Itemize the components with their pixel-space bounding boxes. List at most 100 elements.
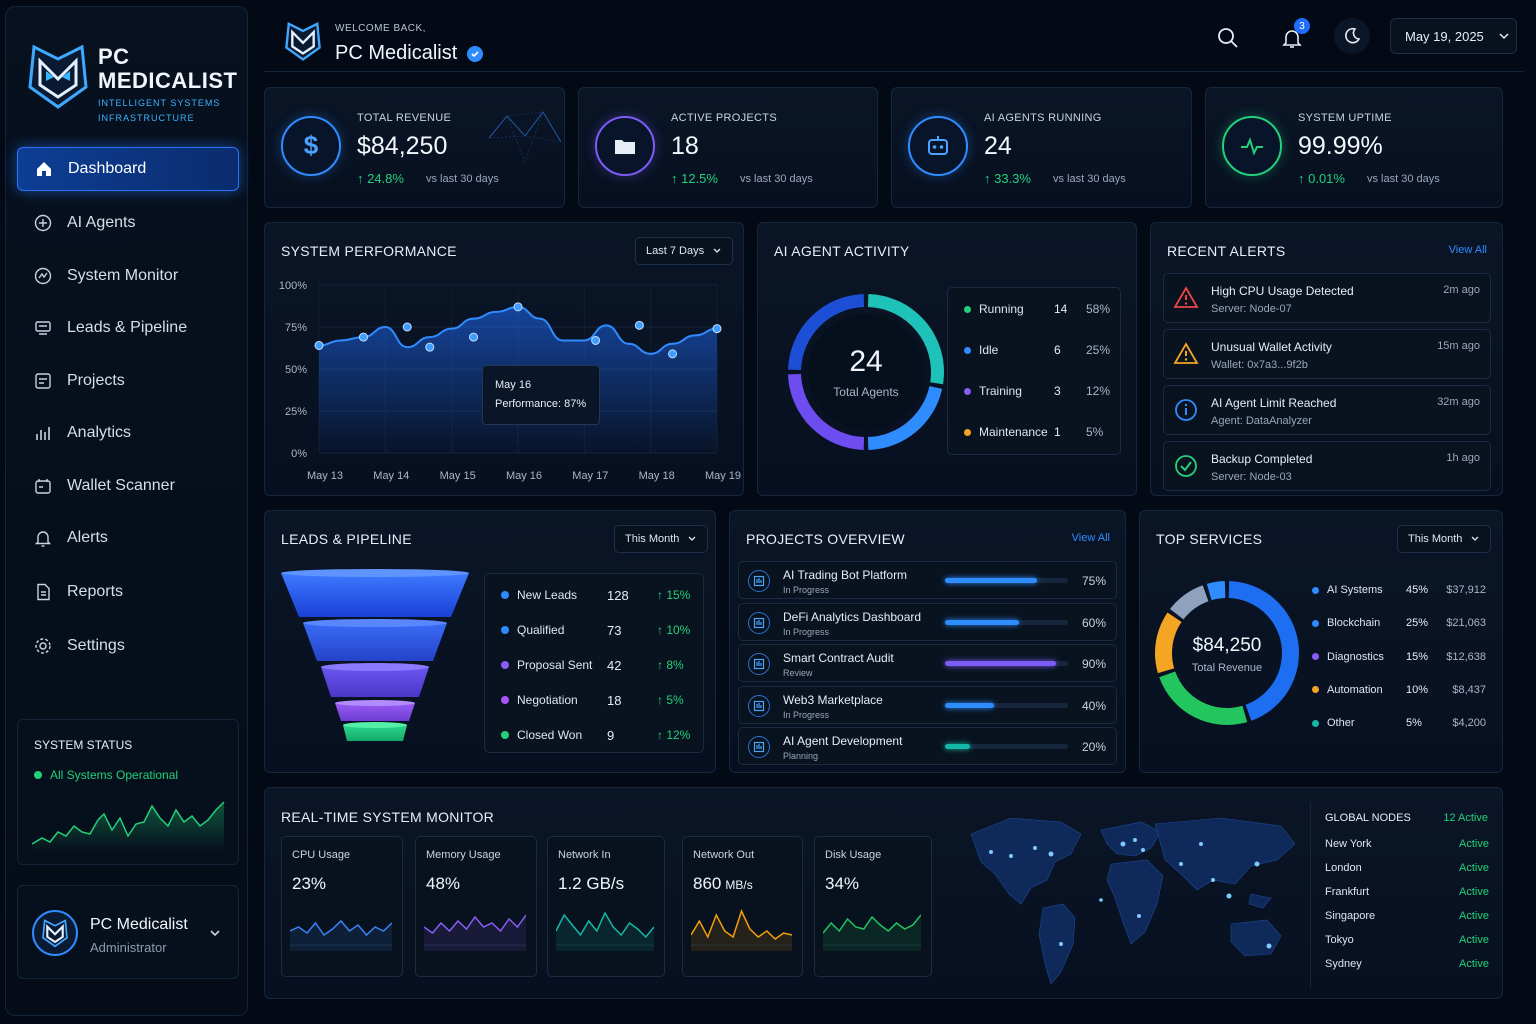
monitor-tile-cpu-usage: CPU Usage 23% xyxy=(281,836,403,977)
agent-count: 14 xyxy=(1054,302,1068,316)
stat-card-total-revenue: $ TOTAL REVENUE $84,250 ↑ 24.8% vs last 30 d… xyxy=(264,87,565,208)
project-item[interactable]: AI Agent Development Planning 20% xyxy=(738,727,1117,765)
data-point[interactable] xyxy=(634,320,644,330)
ai-agents-icon xyxy=(33,213,53,233)
alert-subtitle: Server: Node-07 xyxy=(1211,303,1292,315)
leads-range-select[interactable]: This Month xyxy=(614,525,709,553)
search-icon[interactable] xyxy=(1216,26,1240,50)
chevron-down-icon[interactable] xyxy=(208,926,222,940)
project-pct: 40% xyxy=(1081,698,1106,713)
node-status: Active xyxy=(1459,886,1489,898)
sidebar-item-settings[interactable]: Settings xyxy=(17,624,239,668)
project-name: DeFi Analytics Dashboard xyxy=(783,609,922,624)
header-user-name: PC Medicalist xyxy=(335,42,484,65)
stat-label: ACTIVE PROJECTS xyxy=(671,112,777,124)
services-title: TOP SERVICES xyxy=(1156,531,1263,547)
lead-stage-name: New Leads xyxy=(517,588,578,602)
nodes-title: GLOBAL NODES xyxy=(1325,812,1411,824)
data-point[interactable] xyxy=(314,340,324,350)
data-point[interactable] xyxy=(591,335,601,345)
agent-count: 1 xyxy=(1054,425,1061,439)
progress-track xyxy=(945,702,1068,708)
stat-value: 24 xyxy=(984,132,1012,160)
sidebar-item-leads-pipeline[interactable]: Leads & Pipeline xyxy=(17,306,239,350)
agent-slice-1 xyxy=(867,386,943,450)
alert-item[interactable]: Unusual Wallet Activity Wallet: 0x7a3...9… xyxy=(1163,329,1491,379)
data-point[interactable] xyxy=(358,332,368,342)
x-tick-label: May 15 xyxy=(440,470,476,482)
node-city: Tokyo xyxy=(1325,934,1354,946)
agent-row-running: Running 14 58% xyxy=(964,302,1112,316)
data-point[interactable] xyxy=(513,302,523,312)
service-amount: $12,638 xyxy=(1446,650,1486,663)
data-point[interactable] xyxy=(402,322,412,332)
bell-icon xyxy=(33,528,53,548)
bell-icon xyxy=(1282,30,1302,48)
service-row-blockchain: Blockchain 25% $21,063 xyxy=(1312,617,1492,629)
alerts-view-all-link[interactable]: View All xyxy=(1448,244,1487,256)
monitor-value: 48% xyxy=(426,874,460,894)
monitor-value-number: 860 xyxy=(693,874,722,893)
alert-item[interactable]: Backup Completed Server: Node-03 1h ago xyxy=(1163,441,1491,491)
project-item[interactable]: DeFi Analytics Dashboard In Progress 60% xyxy=(738,602,1117,641)
lead-stage-name: Negotiation xyxy=(517,693,578,707)
reports-icon xyxy=(33,582,53,602)
sidebar-item-projects[interactable]: Projects xyxy=(17,359,239,403)
agent-pct: 25% xyxy=(1086,343,1111,357)
alert-item[interactable]: High CPU Usage Detected Server: Node-07 2m… xyxy=(1163,273,1491,323)
date-picker[interactable]: May 19, 2025 xyxy=(1390,18,1517,54)
alert-title: AI Agent Limit Reached xyxy=(1211,396,1337,410)
data-point[interactable] xyxy=(425,342,435,352)
monitor-tile-memory-usage: Memory Usage 48% xyxy=(415,836,537,977)
notifications-button[interactable]: 3 xyxy=(1280,18,1310,50)
monitor-title: REAL-TIME SYSTEM MONITOR xyxy=(281,809,495,825)
legend-dot xyxy=(1312,719,1319,727)
progress-fill xyxy=(945,661,1056,666)
project-pct: 75% xyxy=(1081,574,1106,588)
service-row-automation: Automation 10% $8,437 xyxy=(1312,684,1492,696)
project-item[interactable]: Smart Contract Audit Review 90% xyxy=(738,644,1117,682)
sidebar-item-label: Reports xyxy=(67,583,124,600)
lead-count: 128 xyxy=(607,587,629,603)
project-icon xyxy=(748,570,770,592)
projects-view-all-link[interactable]: View All xyxy=(1071,532,1110,544)
sidebar-item-wallet-scanner[interactable]: Wallet Scanner xyxy=(17,464,239,508)
node-city: Sydney xyxy=(1325,958,1362,970)
service-pct: 10% xyxy=(1406,683,1429,696)
user-card[interactable]: PC Medicalist Administrator xyxy=(17,885,239,979)
lead-count: 73 xyxy=(607,622,622,638)
alert-title: Unusual Wallet Activity xyxy=(1211,340,1332,354)
performance-title: SYSTEM PERFORMANCE xyxy=(281,243,457,259)
stat-change: ↑ 24.8% xyxy=(357,171,404,186)
legend-dot xyxy=(1312,619,1319,627)
sidebar-item-reports[interactable]: Reports xyxy=(17,570,239,614)
project-status: In Progress xyxy=(783,626,830,637)
info-icon xyxy=(1173,397,1199,423)
project-item[interactable]: Web3 Marketplace In Progress 40% xyxy=(738,685,1117,724)
performance-range-select[interactable]: Last 7 Days xyxy=(635,237,734,265)
status-dot xyxy=(34,771,42,779)
legend-dot xyxy=(964,305,971,313)
analytics-icon xyxy=(33,423,53,443)
sidebar-item-ai-agents[interactable]: AI Agents xyxy=(17,201,239,245)
sidebar-item-dashboard[interactable]: Dashboard xyxy=(17,147,239,191)
alert-item[interactable]: AI Agent Limit Reached Agent: DataAnalyze… xyxy=(1163,385,1491,435)
x-tick-label: May 14 xyxy=(373,470,409,482)
node-row-singapore: Singapore Active xyxy=(1325,910,1489,922)
sidebar-item-system-monitor[interactable]: System Monitor xyxy=(17,254,239,298)
services-range-select[interactable]: This Month xyxy=(1397,525,1492,553)
projects-overview-card: PROJECTS OVERVIEW View All AI Trading Bo… xyxy=(729,510,1126,773)
node-row-sydney: Sydney Active xyxy=(1325,958,1489,970)
data-point[interactable] xyxy=(668,349,678,359)
sidebar-item-label: Wallet Scanner xyxy=(67,477,175,494)
alert-subtitle: Server: Node-03 xyxy=(1211,471,1292,483)
monitor-value: 34% xyxy=(825,874,859,894)
stat-card-active-projects: ACTIVE PROJECTS 18 ↑ 12.5% vs last 30 days xyxy=(578,87,878,208)
theme-toggle-button[interactable] xyxy=(1334,18,1370,54)
data-point[interactable] xyxy=(712,324,722,334)
progress-track xyxy=(945,661,1068,666)
sidebar-item-analytics[interactable]: Analytics xyxy=(17,411,239,455)
data-point[interactable] xyxy=(469,332,479,342)
sidebar-item-alerts[interactable]: Alerts xyxy=(17,516,239,560)
project-item[interactable]: AI Trading Bot Platform In Progress 75% xyxy=(738,561,1117,599)
